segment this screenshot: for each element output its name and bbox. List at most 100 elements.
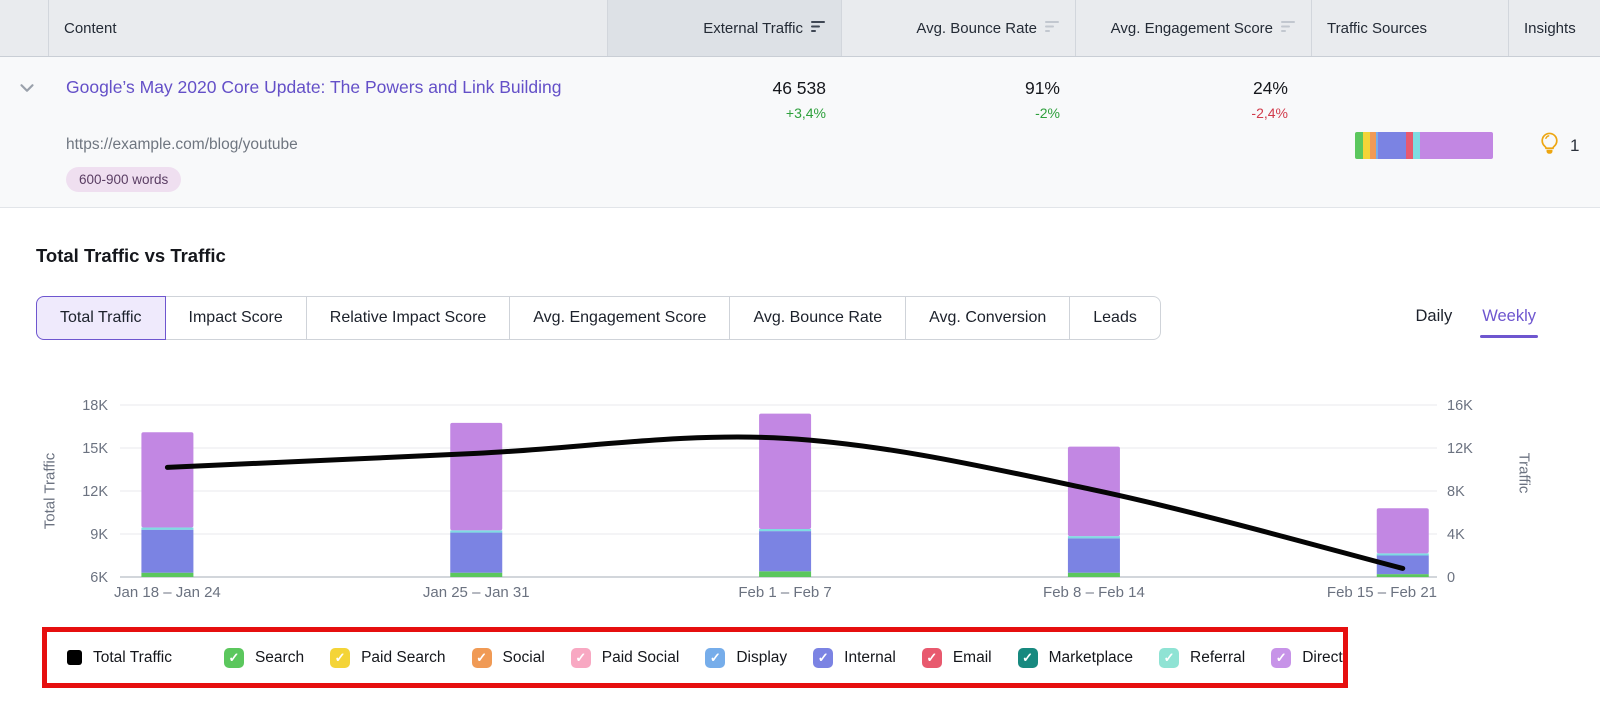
sort-icon[interactable]	[1281, 20, 1296, 37]
checkbox-display[interactable]: ✓	[705, 647, 726, 668]
word-count-badge: 600-900 words	[66, 167, 182, 192]
legend-item-search[interactable]: ✓ Search	[223, 647, 305, 668]
x-axis-label: Jan 25 – Jan 31	[423, 584, 530, 601]
bar-segment-search[interactable]	[1067, 572, 1120, 577]
column-header-label: Traffic Sources	[1327, 19, 1428, 37]
granularity-weekly[interactable]: Weekly	[1480, 307, 1538, 338]
tab-impact-score[interactable]: Impact Score	[164, 296, 307, 340]
tab-leads[interactable]: Leads	[1069, 296, 1161, 340]
legend-label: Marketplace	[1048, 648, 1134, 666]
column-header-content[interactable]: Content	[48, 0, 607, 56]
bar-segment-referral[interactable]	[1376, 553, 1429, 556]
chevron-down-icon[interactable]	[16, 77, 38, 99]
legend-label: Referral	[1190, 648, 1246, 666]
right-axis-tick: 16K	[1447, 398, 1473, 414]
bar-segment-direct[interactable]	[141, 432, 194, 528]
column-header-traffic-sources[interactable]: Traffic Sources	[1311, 0, 1508, 56]
left-axis-tick: 12K	[82, 484, 108, 500]
checkbox-paid-social[interactable]: ✓	[570, 647, 591, 668]
checkbox-search[interactable]: ✓	[223, 647, 244, 668]
checkbox-referral[interactable]: ✓	[1159, 647, 1180, 668]
total-traffic-line	[164, 434, 1406, 571]
traffic-sources-stacked-bar[interactable]	[1355, 132, 1493, 159]
checkbox-marketplace[interactable]: ✓	[1017, 647, 1038, 668]
column-header-label: External Traffic	[703, 19, 803, 37]
bar-segment-direct[interactable]	[450, 422, 503, 531]
checkbox-social[interactable]: ✓	[471, 647, 492, 668]
bar-segment-search[interactable]	[141, 572, 194, 577]
total-traffic-swatch	[67, 650, 82, 665]
legend-item-marketplace[interactable]: ✓ Marketplace	[1017, 647, 1134, 668]
legend-item-direct[interactable]: ✓ Direct	[1271, 647, 1343, 668]
sort-icon[interactable]	[1045, 20, 1060, 37]
content-title-link[interactable]: Google’s May 2020 Core Update: The Power…	[66, 77, 562, 97]
legend-label: Direct	[1302, 648, 1343, 666]
bar-segment-referral[interactable]	[759, 528, 812, 532]
column-header-external-traffic[interactable]: External Traffic	[607, 0, 841, 56]
column-header-label: Insights	[1524, 19, 1576, 37]
legend-item-display[interactable]: ✓ Display	[705, 647, 787, 668]
avg-bounce-rate-delta: -2%	[1035, 105, 1060, 121]
legend-item-total-traffic[interactable]: Total Traffic	[67, 649, 172, 667]
tab-relative-impact-score[interactable]: Relative Impact Score	[305, 296, 511, 340]
bar-segment-internal[interactable]	[450, 532, 503, 573]
combo-chart: Total Traffic Traffic 18K 16K 15K 12K 12K 8K 9…	[0, 368, 1600, 613]
insights-cell[interactable]: 1	[1538, 131, 1579, 161]
expand-column-spacer	[0, 0, 48, 56]
bar-segment-direct[interactable]	[759, 413, 812, 529]
column-header-avg-engagement-score[interactable]: Avg. Engagement Score	[1075, 0, 1311, 56]
left-axis-tick: 9K	[90, 527, 108, 543]
legend-item-referral[interactable]: ✓ Referral	[1159, 647, 1246, 668]
legend-label: Total Traffic	[93, 648, 172, 666]
legend-item-paid-social[interactable]: ✓ Paid Social	[570, 647, 680, 668]
bar-segment-referral[interactable]	[141, 527, 194, 530]
source-segment-social	[1370, 132, 1377, 159]
x-axis-label: Feb 1 – Feb 7	[738, 584, 831, 601]
source-segment-search	[1355, 132, 1364, 159]
checkbox-internal[interactable]: ✓	[813, 647, 834, 668]
column-header-insights[interactable]: Insights	[1508, 0, 1600, 56]
bar-segment-referral[interactable]	[1067, 536, 1120, 539]
bar-segment-internal[interactable]	[1067, 538, 1120, 573]
column-header-avg-bounce-rate[interactable]: Avg. Bounce Rate	[841, 0, 1075, 56]
column-header-label: Avg. Engagement Score	[1110, 19, 1273, 37]
bar-segment-search[interactable]	[450, 572, 503, 577]
tab-avg-engagement-score[interactable]: Avg. Engagement Score	[509, 296, 731, 340]
tab-avg-bounce-rate[interactable]: Avg. Bounce Rate	[729, 296, 907, 340]
bar-segment-internal[interactable]	[141, 529, 194, 573]
table-header: Content External Traffic Avg. Bounce Rate A…	[0, 0, 1600, 57]
legend-label: Search	[254, 648, 305, 666]
checkbox-paid-search[interactable]: ✓	[330, 647, 351, 668]
bar-segment-internal[interactable]	[759, 531, 812, 572]
external-traffic-value: 46 538	[772, 78, 826, 98]
checkbox-direct[interactable]: ✓	[1271, 647, 1292, 668]
tab-avg-conversion[interactable]: Avg. Conversion	[905, 296, 1071, 340]
chart-title: Total Traffic vs Traffic	[36, 245, 226, 266]
source-segment-email	[1406, 132, 1413, 159]
bar-segment-search[interactable]	[1376, 574, 1429, 577]
right-axis-title: Traffic	[1515, 452, 1533, 494]
table-row: Google’s May 2020 Core Update: The Power…	[0, 57, 1600, 208]
source-segment-paid-search	[1363, 132, 1371, 159]
checkbox-email[interactable]: ✓	[921, 647, 942, 668]
legend-item-internal[interactable]: ✓ Internal	[813, 647, 896, 668]
granularity-daily[interactable]: Daily	[1415, 307, 1453, 325]
right-axis-tick: 4K	[1447, 527, 1465, 543]
legend-label: Paid Search	[361, 648, 446, 666]
left-axis-title: Total Traffic	[41, 452, 59, 530]
legend-item-social[interactable]: ✓ Social	[471, 647, 545, 668]
source-segment-direct	[1419, 132, 1493, 159]
bar-segment-direct[interactable]	[1376, 508, 1429, 554]
legend-item-paid-search[interactable]: ✓ Paid Search	[330, 647, 446, 668]
insights-count: 1	[1570, 136, 1580, 155]
bar-segment-search[interactable]	[759, 571, 812, 577]
external-traffic-cell: 46 538 +3,4%	[607, 78, 826, 121]
sort-icon[interactable]	[811, 20, 826, 37]
bar-segment-internal[interactable]	[1376, 555, 1429, 575]
bar-segment-referral[interactable]	[450, 530, 503, 533]
legend-item-email[interactable]: ✓ Email	[921, 647, 992, 668]
legend-label: Paid Social	[601, 648, 680, 666]
chart-canvas: 18K 16K 15K 12K 12K 8K 9K 4K 6K 0 Jan 18 – Jan 24 J…	[82, 398, 1473, 601]
tab-total-traffic[interactable]: Total Traffic	[36, 296, 166, 340]
avg-engagement-score-cell: 24% -2,4%	[1075, 78, 1288, 121]
